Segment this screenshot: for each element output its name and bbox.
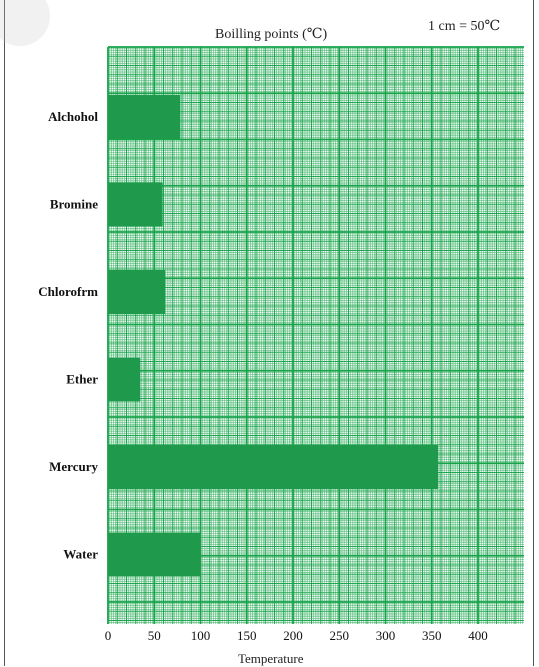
x-tick-label: 250 (330, 628, 350, 643)
bar-chlorofrm (108, 270, 166, 314)
category-label: Water (63, 547, 98, 562)
category-labels: Alchohol Bromine Chlorofrm Ether Mercury Wate… (38, 109, 98, 562)
x-tick-label: 150 (237, 628, 257, 643)
x-tick-label: 400 (468, 628, 488, 643)
chart-frame (4, 0, 534, 666)
bar-mercury (108, 445, 439, 489)
x-tick-label: 100 (191, 628, 211, 643)
category-label: Chlorofrm (38, 284, 98, 299)
x-tick-label: 50 (148, 628, 161, 643)
x-axis-label: Temperature (238, 651, 304, 666)
x-tick-label: 300 (376, 628, 396, 643)
bars (108, 95, 439, 577)
category-label: Bromine (50, 197, 98, 212)
bar-water (108, 532, 201, 577)
category-label: Mercury (49, 459, 98, 474)
x-tick-label: 350 (422, 628, 442, 643)
bar-alchohol (108, 95, 181, 139)
x-tick-label: 200 (283, 628, 303, 643)
chart-title: Boilling points (℃) (215, 27, 328, 42)
bar-bromine (108, 182, 163, 227)
bar-ether (108, 357, 141, 402)
scale-note: 1 cm = 50℃ (428, 19, 501, 34)
category-label: Alchohol (48, 109, 98, 124)
category-label: Ether (66, 372, 98, 387)
x-tick-labels: 0 50 100 150 200 250 300 350 400 (105, 628, 488, 643)
x-tick-label: 0 (105, 628, 112, 643)
